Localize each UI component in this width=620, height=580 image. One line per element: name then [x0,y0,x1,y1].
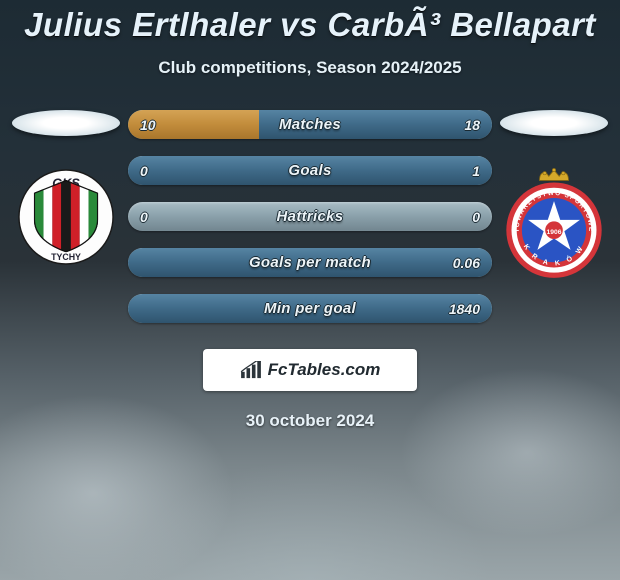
stat-label: Matches [128,110,492,139]
club-badge-right: 1906 TOWARZYSTWO SPORTOWE K R A K Ó W [502,168,606,282]
stat-row: 1840Min per goal [128,294,492,323]
stat-row: 1018Matches [128,110,492,139]
country-oval-right [500,110,608,136]
club-badge-left: GKS TYCHY [17,168,115,266]
stat-row: 0.06Goals per match [128,248,492,277]
stat-label: Min per goal [128,294,492,323]
left-player-side: GKS TYCHY [10,110,122,266]
stat-label: Goals per match [128,248,492,277]
right-player-side: 1906 TOWARZYSTWO SPORTOWE K R A K Ó W [498,110,610,282]
page-title: Julius Ertlhaler vs CarbÃ³ Bellapart [0,6,620,44]
brand-badge: FcTables.com [203,349,417,391]
svg-text:TYCHY: TYCHY [51,252,81,262]
stat-label: Goals [128,156,492,185]
brand-text: FcTables.com [268,360,381,380]
brand-chart-icon [240,361,262,379]
comparison-panel: GKS TYCHY 1018Matches 01Goals 00Hattricks 0… [0,110,620,323]
stat-row: 01Goals [128,156,492,185]
stats-bars: 1018Matches 01Goals 00Hattricks 0.06Goals p… [128,110,492,323]
subtitle: Club competitions, Season 2024/2025 [0,58,620,78]
snapshot-date: 30 october 2024 [0,411,620,431]
stat-row: 00Hattricks [128,202,492,231]
stat-label: Hattricks [128,202,492,231]
svg-text:1906: 1906 [547,229,562,236]
country-oval-left [12,110,120,136]
